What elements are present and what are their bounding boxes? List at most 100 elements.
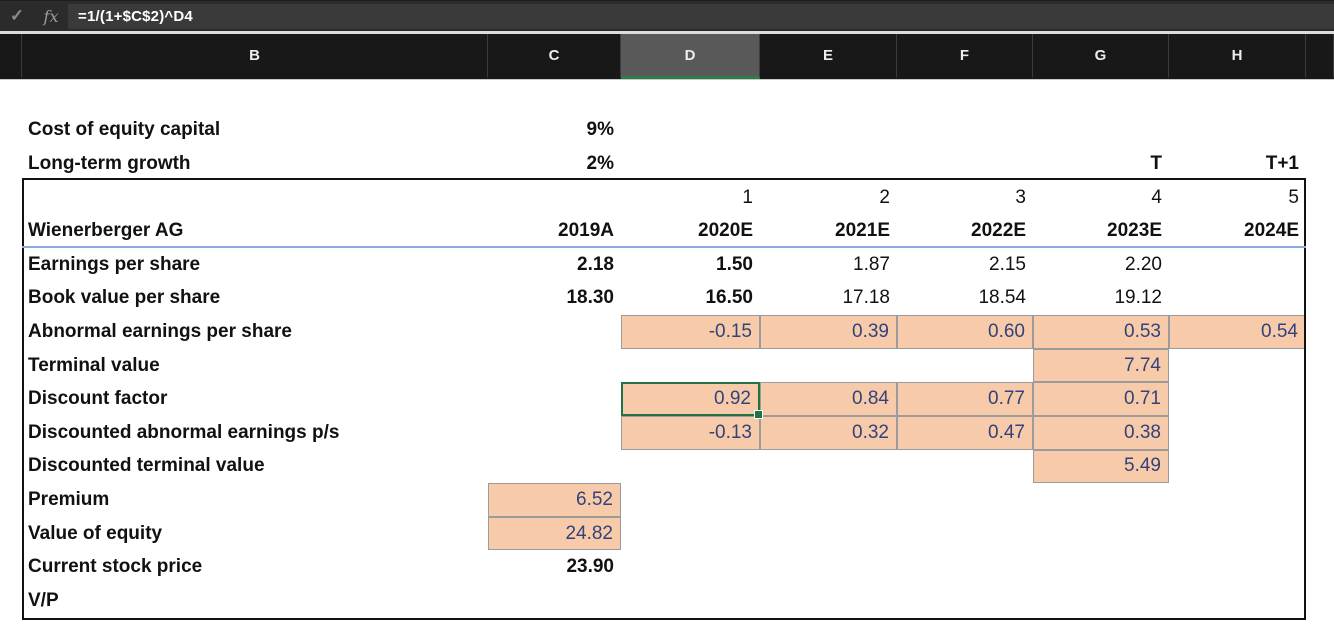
cell-F4[interactable]: 3 [1015,186,1026,208]
cell-E9[interactable] [760,349,897,383]
cell-G16[interactable] [1033,584,1169,618]
cell-B11-label[interactable]: Discounted abnormal earnings p/s [28,421,340,443]
cell-G6[interactable]: 2.20 [1125,253,1162,275]
cell-C9[interactable] [488,349,621,383]
cell-B10-label[interactable]: Discount factor [28,388,168,410]
cell-E14[interactable] [760,517,897,551]
cell-C6[interactable]: 2.18 [577,253,614,275]
cell-D5[interactable]: 2020E [698,220,753,242]
cell-E15[interactable] [760,550,897,584]
cell-F9[interactable] [897,349,1033,383]
cell-H2[interactable] [1169,114,1306,148]
cell-G5[interactable]: 2023E [1107,220,1162,242]
cell-F1[interactable] [897,80,1033,114]
cell-D16[interactable] [621,584,760,618]
cell-E11[interactable]: 0.32 [760,415,897,450]
cell-G8[interactable]: 0.53 [1033,315,1169,349]
cell-D8[interactable]: -0.15 [621,315,760,349]
cell-B14-label[interactable]: Value of equity [28,522,163,544]
cell-E16[interactable] [760,584,897,618]
column-header-E[interactable]: E [760,34,897,79]
cell-H8[interactable]: 0.54 [1169,315,1306,349]
cell-E5[interactable]: 2021E [835,220,890,242]
cell-H3[interactable]: T+1 [1265,152,1299,174]
confirm-checkmark-icon[interactable]: ✓ [9,6,25,25]
cell-C14[interactable]: 24.82 [488,516,621,551]
column-header-G[interactable]: G [1033,34,1169,79]
cell-E10[interactable]: 0.84 [760,382,897,416]
cell-D9[interactable] [621,349,760,383]
cell-D12[interactable] [621,450,760,484]
cell-F15[interactable] [897,550,1033,584]
cell-G4[interactable]: 4 [1151,186,1162,208]
cell-B15-label[interactable]: Current stock price [28,556,203,578]
cell-C4[interactable] [488,181,621,215]
cell-G11[interactable]: 0.38 [1033,415,1169,450]
insert-function-fx-icon[interactable]: fx [43,6,59,26]
cell-H12[interactable] [1169,450,1306,484]
cell-F6[interactable]: 2.15 [989,253,1026,275]
cell-H9[interactable] [1169,349,1306,383]
cell-D4[interactable]: 1 [742,186,753,208]
cell-F11[interactable]: 0.47 [897,415,1033,450]
cell-H7[interactable] [1169,282,1306,316]
cell-E4[interactable]: 2 [879,186,890,208]
cell-G15[interactable] [1033,550,1169,584]
cell-C2[interactable]: 9% [586,119,614,141]
cell-C7[interactable]: 18.30 [566,287,614,309]
cell-D6[interactable]: 1.50 [716,253,753,275]
cell-G12[interactable]: 5.49 [1033,449,1169,484]
cell-C13[interactable]: 6.52 [488,483,621,517]
cell-C15[interactable]: 23.90 [566,556,614,578]
cell-B1[interactable] [22,80,488,114]
cell-F2[interactable] [897,114,1033,148]
cell-H16[interactable] [1169,584,1306,618]
column-header-F[interactable]: F [897,34,1033,79]
cell-C10[interactable] [488,382,621,416]
selected-cell-D10[interactable]: 0.92 [621,382,763,419]
cell-D7[interactable]: 16.50 [705,287,753,309]
cell-C1[interactable] [488,80,621,114]
cell-F7[interactable]: 18.54 [978,287,1026,309]
cell-E6[interactable]: 1.87 [853,253,890,275]
cell-F16[interactable] [897,584,1033,618]
cell-B9-label[interactable]: Terminal value [28,354,160,376]
column-header-H[interactable]: H [1169,34,1306,79]
cell-B8-label[interactable]: Abnormal earnings per share [28,320,292,342]
cell-E2[interactable] [760,114,897,148]
cell-H5[interactable]: 2024E [1244,220,1299,242]
cell-F13[interactable] [897,483,1033,517]
cell-G7[interactable]: 19.12 [1114,287,1162,309]
cell-G1[interactable] [1033,80,1169,114]
cell-B13-label[interactable]: Premium [28,488,110,510]
cell-F3[interactable] [897,147,1033,181]
cell-C3[interactable]: 2% [586,152,614,174]
cell-D15[interactable] [621,550,760,584]
cell-B3-label[interactable]: Long-term growth [28,152,191,174]
cell-E7[interactable]: 17.18 [842,287,890,309]
cell-F10[interactable]: 0.77 [897,382,1033,416]
cell-G13[interactable] [1033,483,1169,517]
cell-C11[interactable] [488,416,621,450]
cell-B7-label[interactable]: Book value per share [28,287,221,309]
column-header-C[interactable]: C [488,34,621,79]
cell-H13[interactable] [1169,483,1306,517]
cell-B5-label[interactable]: Wienerberger AG [28,220,184,242]
cell-F12[interactable] [897,450,1033,484]
cell-H15[interactable] [1169,550,1306,584]
cell-B6-label[interactable]: Earnings per share [28,253,201,275]
cell-H4[interactable]: 5 [1288,186,1299,208]
fill-handle[interactable] [754,409,763,419]
cell-E12[interactable] [760,450,897,484]
cell-D1[interactable] [621,80,760,114]
cell-H6[interactable] [1169,248,1306,282]
cell-H11[interactable] [1169,416,1306,450]
cell-G10[interactable]: 0.71 [1033,382,1169,416]
cell-G9[interactable]: 7.74 [1033,348,1169,383]
cell-G3[interactable]: T [1150,152,1162,174]
cell-E3[interactable] [760,147,897,181]
cell-C5[interactable]: 2019A [558,220,614,242]
cell-F14[interactable] [897,517,1033,551]
cell-C8[interactable] [488,315,621,349]
cell-G2[interactable] [1033,114,1169,148]
